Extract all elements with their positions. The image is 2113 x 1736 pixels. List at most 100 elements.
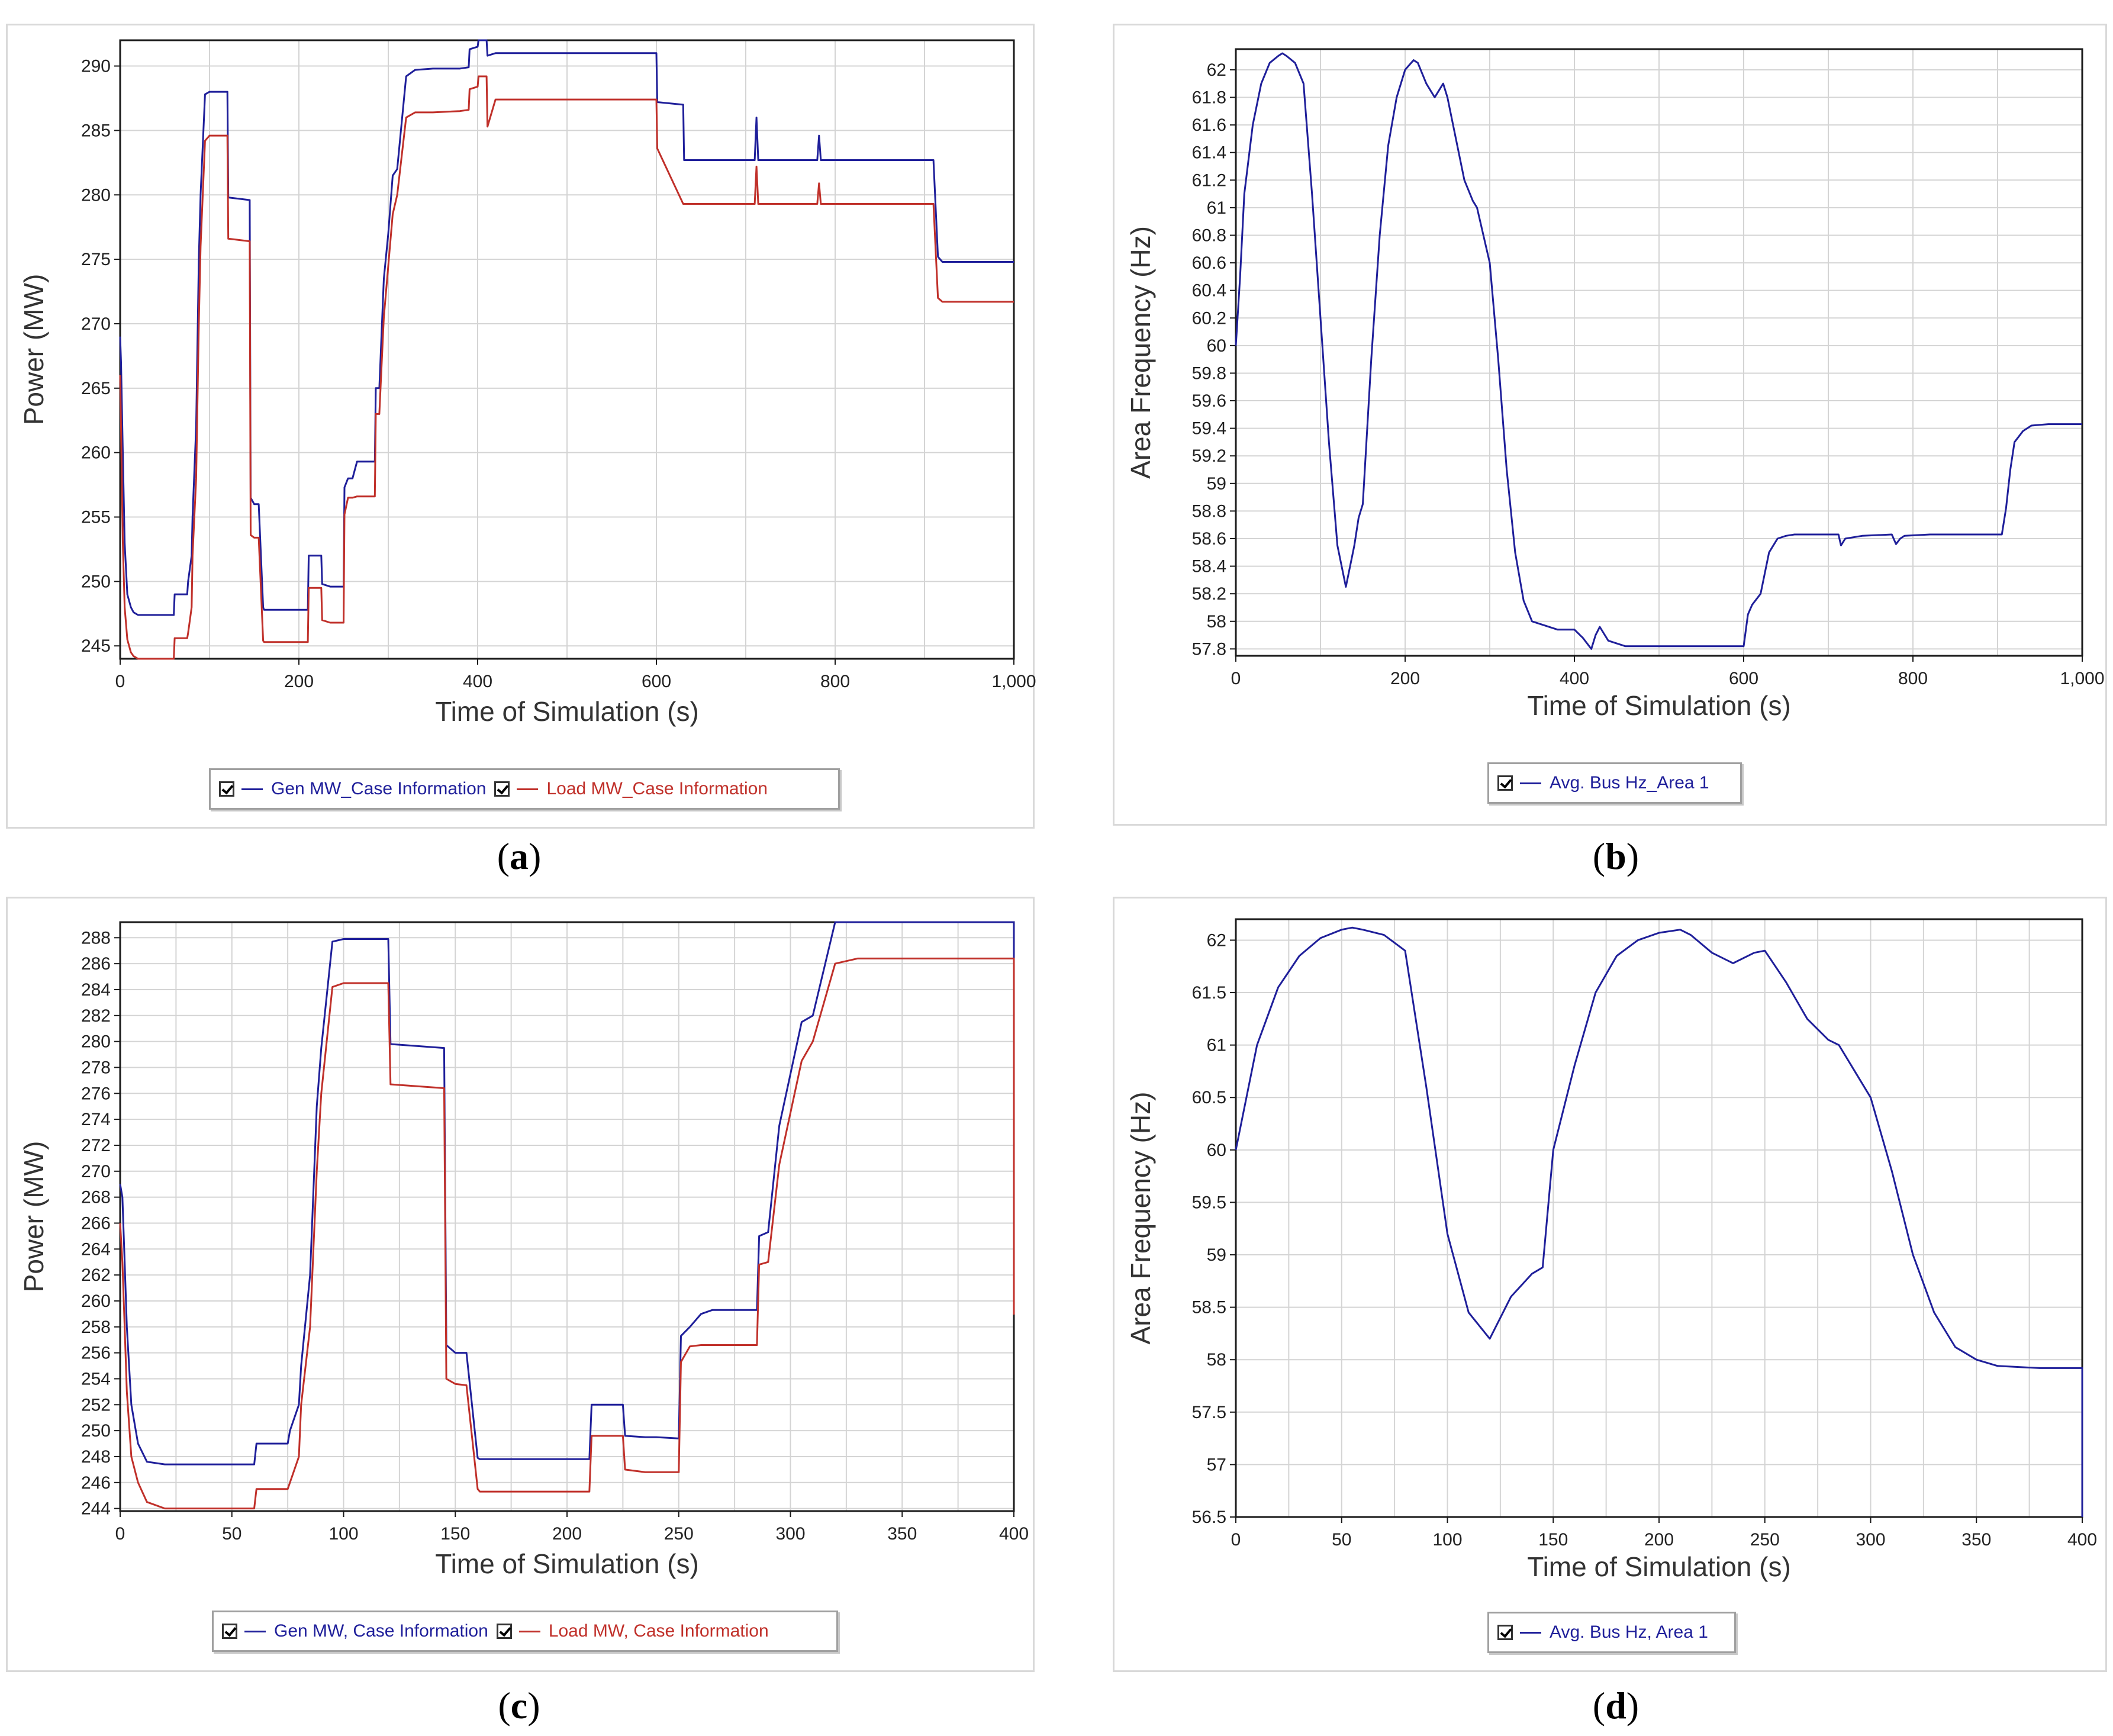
chart-c-svg: 0 50 100 150 200 250 300 350 400 244 246 248 250 252 2… [18,921,1029,1579]
x-tick-label: 300 [1856,1530,1885,1550]
y-tick-label: 250 [81,1421,111,1441]
y-tick-label: 280 [81,1032,111,1052]
chart-d-svg: 0 50 100 150 200 250 300 350 400 56.5 57 57.5 58 58.5… [1125,918,2097,1582]
y-tick-label: 254 [81,1369,111,1389]
legend-label-hz: Avg. Bus Hz_Area 1 [1550,773,1709,793]
x-tick-label: 200 [1390,669,1420,688]
series-line-gen-mw-case-information [119,39,1014,616]
legend-item-load[interactable]: Load MW, Case Information [496,1621,769,1641]
y-tick-label: 57.8 [1192,639,1226,659]
x-tick-label: 250 [664,1524,694,1544]
y-axis-label: Power (MW) [18,274,49,426]
y-tick-label: 250 [81,572,111,591]
legend-label-load: Load MW, Case Information [548,1621,769,1641]
y-tick-label: 265 [81,379,111,398]
chart-panel-c: 0 50 100 150 200 250 300 350 400 244 246 248 250 252 2… [6,897,1035,1672]
y-tick-label: 285 [81,121,111,140]
x-tick-label: 150 [440,1524,470,1544]
y-tick-label: 278 [81,1058,111,1077]
y-tick-label: 59.4 [1192,419,1226,439]
x-axis-label: Time of Simulation (s) [1527,1551,1791,1582]
y-tick-label: 58.6 [1192,529,1226,549]
x-tick-label: 1,000 [2060,669,2104,688]
y-tick-label: 61 [1207,1036,1226,1055]
plot-frame [1235,48,2083,657]
y-tick-label: 60 [1207,1141,1226,1160]
legend-item-gen[interactable]: Gen MW_Case Information [219,779,486,799]
y-tick-label: 276 [81,1084,111,1103]
x-tick-label: 250 [1750,1530,1780,1550]
checkbox-icon[interactable] [219,781,234,797]
y-tick-label: 252 [81,1395,111,1415]
y-tick-label: 60.6 [1192,253,1226,273]
caption-b: (b) [1592,835,1639,877]
x-tick-label: 800 [820,672,850,691]
x-tick-label: 400 [1560,669,1589,688]
y-tick-label: 59 [1207,1245,1226,1265]
chart-panel-d: 0 50 100 150 200 250 300 350 400 56.5 57 57.5 58 58.5… [1113,897,2107,1672]
legend-label-load: Load MW_Case Information [546,779,768,798]
y-tick-label: 284 [81,980,111,1000]
y-tick-label: 58 [1207,612,1226,632]
chart-b-svg: 0 200 400 600 800 1,000 57.8 58 58.2 58.4 58.6 58.8… [1125,48,2105,721]
x-tick-label: 100 [328,1524,358,1544]
y-tick-label: 262 [81,1265,111,1285]
checkbox-icon[interactable] [494,781,510,797]
chart-a-legend: Gen MW_Case Information Load MW_Case Inf… [209,768,840,810]
y-tick-label: 58.4 [1192,557,1226,576]
x-tick-label: 200 [552,1524,582,1544]
y-axis-label: Power (MW) [18,1141,49,1293]
legend-item-load[interactable]: Load MW_Case Information [494,779,768,799]
series-line-load-mw-case-information [119,75,1014,660]
x-tick-label: 0 [1231,1530,1241,1550]
checkbox-icon[interactable] [222,1624,237,1639]
y-tick-label: 246 [81,1473,111,1493]
x-tick-label: 50 [222,1524,241,1544]
y-tick-label: 57 [1207,1455,1226,1474]
x-tick-label: 400 [2067,1530,2097,1550]
y-tick-label: 275 [81,250,111,269]
legend-item-hz[interactable]: Avg. Bus Hz_Area 1 [1497,773,1709,793]
y-tick-label: 60.8 [1192,226,1226,245]
y-tick-label: 290 [81,57,111,76]
legend-item-hz[interactable]: Avg. Bus Hz, Area 1 [1497,1622,1708,1642]
y-tick-label: 244 [81,1499,111,1519]
y-axis-label: Area Frequency (Hz) [1125,226,1156,479]
y-tick-label: 60 [1207,336,1226,356]
y-tick-label: 282 [81,1006,111,1026]
caption-a: (a) [497,835,542,877]
x-tick-label: 100 [1432,1530,1462,1550]
y-tick-label: 59 [1207,474,1226,494]
y-tick-label: 272 [81,1136,111,1155]
x-axis-label: Time of Simulation (s) [435,1548,699,1579]
y-tick-label: 245 [81,636,111,656]
y-tick-label: 266 [81,1213,111,1233]
chart-a-svg: 0 200 400 600 800 1,000 245 250 255 260 265 270 275 2… [18,39,1036,727]
y-tick-label: 288 [81,928,111,948]
x-tick-label: 0 [1231,669,1241,688]
y-tick-label: 255 [81,508,111,527]
legend-item-gen[interactable]: Gen MW, Case Information [222,1621,488,1641]
checkbox-icon[interactable] [1497,775,1513,791]
checkbox-icon[interactable] [496,1624,512,1639]
y-tick-label: 286 [81,954,111,974]
y-tick-label: 59.5 [1192,1193,1226,1212]
caption-d: (d) [1592,1685,1639,1727]
y-tick-label: 59.6 [1192,391,1226,411]
y-tick-label: 58.2 [1192,584,1226,604]
x-axis-label: Time of Simulation (s) [1527,690,1791,721]
y-tick-label: 260 [81,1291,111,1311]
y-axis-label: Area Frequency (Hz) [1125,1092,1156,1345]
legend-swatch-load [518,1630,540,1632]
x-tick-label: 350 [1961,1530,1991,1550]
x-tick-label: 400 [463,672,492,691]
checkbox-icon[interactable] [1497,1625,1513,1640]
y-tick-label: 61 [1207,198,1226,218]
legend-swatch-hz [1520,1631,1541,1634]
x-tick-label: 1,000 [991,672,1036,691]
y-tick-label: 61.4 [1192,143,1226,163]
x-tick-label: 150 [1538,1530,1568,1550]
x-tick-label: 0 [115,672,125,691]
chart-c-legend: Gen MW, Case Information Load MW, Case I… [212,1611,838,1652]
x-tick-label: 350 [887,1524,917,1544]
